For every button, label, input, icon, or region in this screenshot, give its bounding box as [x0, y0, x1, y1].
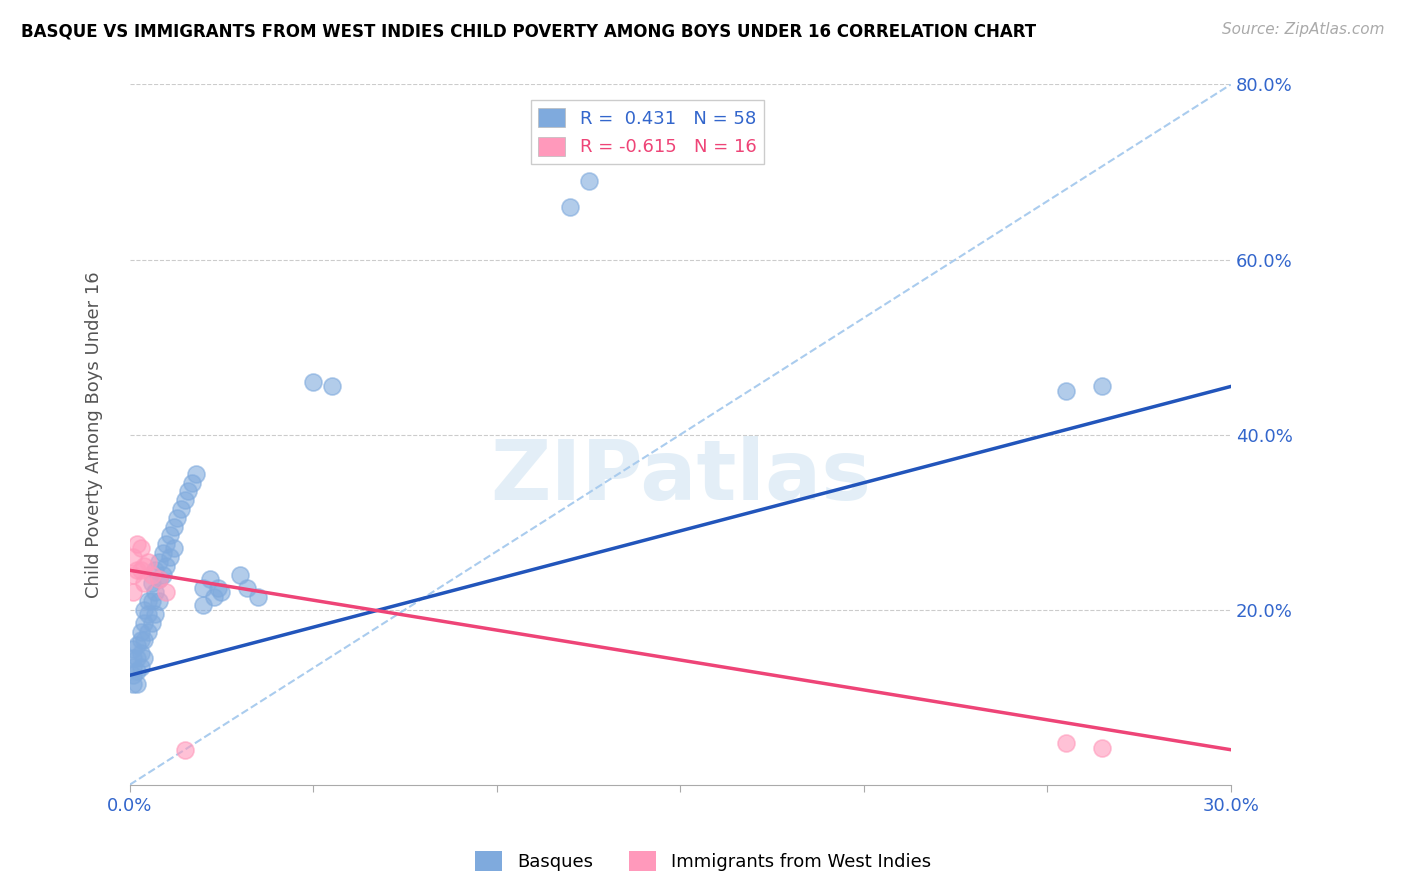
Point — [166, 510, 188, 524]
Point — [122, 677, 145, 691]
Point — [145, 563, 167, 577]
Point — [122, 585, 145, 599]
Point — [129, 541, 152, 556]
Point — [1091, 741, 1114, 756]
Point — [129, 647, 152, 661]
Point — [177, 484, 200, 499]
Point — [134, 615, 156, 630]
Legend: Basques, Immigrants from West Indies: Basques, Immigrants from West Indies — [468, 844, 938, 879]
Point — [302, 375, 325, 389]
Point — [578, 174, 600, 188]
Point — [211, 585, 233, 599]
Point — [181, 475, 204, 490]
Point — [163, 541, 186, 556]
Point — [148, 572, 170, 586]
Point — [207, 581, 229, 595]
Point — [125, 563, 148, 577]
Point — [247, 590, 270, 604]
Point — [122, 567, 145, 582]
Point — [125, 650, 148, 665]
Point — [125, 664, 148, 678]
Point — [125, 677, 148, 691]
Point — [136, 624, 159, 639]
Point — [141, 576, 163, 591]
Text: ZIPatlas: ZIPatlas — [489, 436, 870, 517]
Point — [152, 546, 174, 560]
Point — [136, 594, 159, 608]
Point — [1054, 384, 1077, 398]
Point — [155, 585, 177, 599]
Legend: R =  0.431   N = 58, R = -0.615   N = 16: R = 0.431 N = 58, R = -0.615 N = 16 — [531, 101, 763, 164]
Text: BASQUE VS IMMIGRANTS FROM WEST INDIES CHILD POVERTY AMONG BOYS UNDER 16 CORRELAT: BASQUE VS IMMIGRANTS FROM WEST INDIES CH… — [21, 22, 1036, 40]
Point — [134, 576, 156, 591]
Point — [148, 555, 170, 569]
Point — [155, 558, 177, 573]
Point — [191, 599, 214, 613]
Point — [129, 633, 152, 648]
Point — [134, 558, 156, 573]
Point — [141, 567, 163, 582]
Point — [200, 572, 222, 586]
Point — [129, 563, 152, 577]
Y-axis label: Child Poverty Among Boys Under 16: Child Poverty Among Boys Under 16 — [86, 271, 103, 598]
Point — [191, 581, 214, 595]
Point — [145, 585, 167, 599]
Point — [134, 602, 156, 616]
Text: Source: ZipAtlas.com: Source: ZipAtlas.com — [1222, 22, 1385, 37]
Point — [1054, 736, 1077, 750]
Point — [155, 537, 177, 551]
Point — [122, 668, 145, 682]
Point — [136, 555, 159, 569]
Point — [202, 590, 225, 604]
Point — [134, 650, 156, 665]
Point — [163, 519, 186, 533]
Point — [134, 633, 156, 648]
Point — [122, 550, 145, 565]
Point — [122, 650, 145, 665]
Point — [122, 659, 145, 673]
Point — [129, 624, 152, 639]
Point — [148, 572, 170, 586]
Point — [560, 200, 582, 214]
Point — [321, 379, 343, 393]
Point — [1091, 379, 1114, 393]
Point — [159, 528, 181, 542]
Point — [184, 467, 207, 481]
Point — [125, 638, 148, 652]
Point — [229, 567, 252, 582]
Point — [141, 594, 163, 608]
Point — [136, 607, 159, 621]
Point — [122, 642, 145, 657]
Point — [145, 607, 167, 621]
Point — [159, 550, 181, 565]
Point — [148, 594, 170, 608]
Point — [236, 581, 259, 595]
Point — [173, 743, 195, 757]
Point — [173, 493, 195, 508]
Point — [141, 615, 163, 630]
Point — [170, 502, 193, 516]
Point — [152, 567, 174, 582]
Point — [129, 659, 152, 673]
Point — [125, 537, 148, 551]
